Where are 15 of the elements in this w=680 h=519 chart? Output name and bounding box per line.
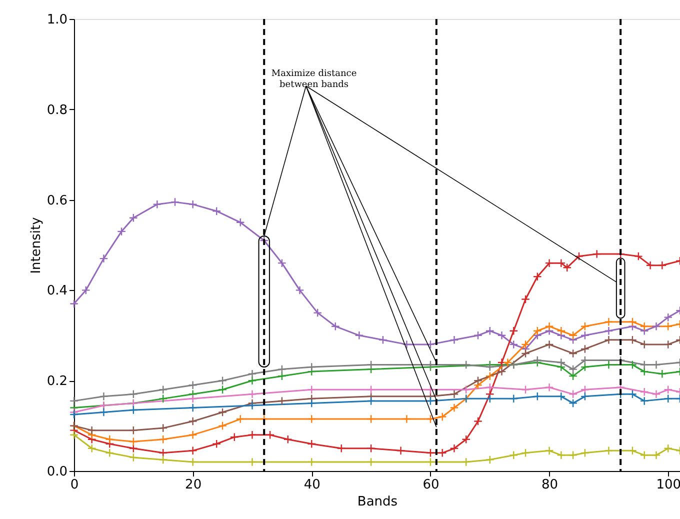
x-tick-label: 40 <box>304 478 320 492</box>
x-tick-label: 20 <box>185 478 202 492</box>
y-axis-title: Intensity <box>28 216 44 274</box>
y-tick-label: 0.4 <box>46 284 68 299</box>
y-tick-label: 1.0 <box>46 12 68 28</box>
y-tick-label: 0.6 <box>46 193 68 208</box>
y-tick-label: 0.0 <box>46 464 68 480</box>
y-tick-label: 0.2 <box>46 374 68 390</box>
x-tick-label: 60 <box>422 478 440 492</box>
x-tick-label: 80 <box>542 478 558 492</box>
annotation: Maximize distance between bands <box>271 69 357 90</box>
y-tick-label: 0.8 <box>46 102 68 118</box>
x-tick-label: 0 <box>70 478 79 492</box>
x-axis-title: Bands <box>357 494 398 510</box>
x-tick-label: 100 <box>656 478 680 492</box>
